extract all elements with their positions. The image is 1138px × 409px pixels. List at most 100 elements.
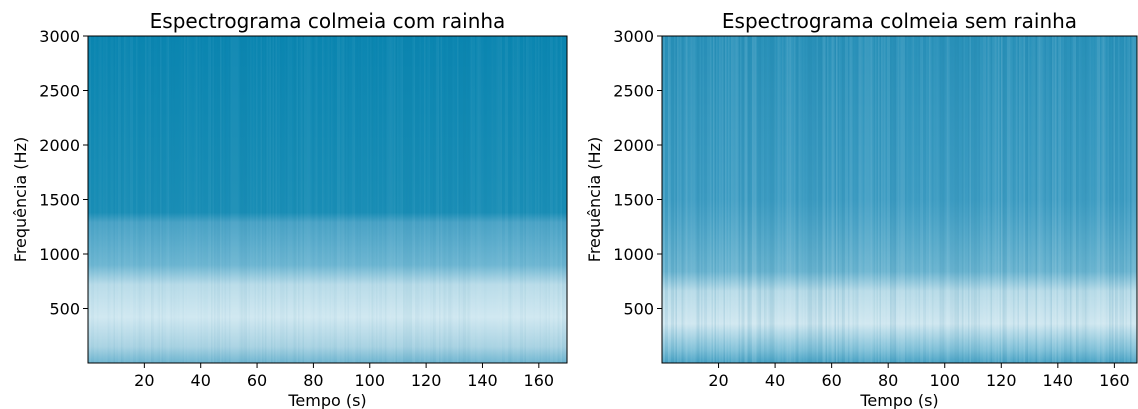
spectrogram-texture bbox=[516, 36, 518, 363]
spectrogram-texture bbox=[1051, 36, 1053, 363]
spectrogram-texture bbox=[129, 36, 131, 363]
y-tick-label: 2000 bbox=[613, 136, 654, 155]
spectrogram-texture bbox=[824, 36, 826, 363]
spectrogram-texture bbox=[805, 36, 807, 363]
spectrogram-texture bbox=[375, 36, 377, 363]
spectrogram-texture bbox=[949, 36, 951, 363]
spectrogram-texture bbox=[833, 36, 835, 363]
spectrogram-texture bbox=[100, 36, 102, 363]
spectrogram-texture bbox=[782, 36, 784, 363]
spectrogram-texture bbox=[1045, 36, 1047, 363]
spectrogram-texture bbox=[322, 36, 324, 363]
spectrogram-texture bbox=[974, 36, 976, 363]
spectrogram-texture bbox=[219, 36, 221, 363]
spectrogram-texture bbox=[826, 36, 828, 363]
spectrogram-texture bbox=[405, 36, 407, 363]
spectrogram-texture bbox=[367, 36, 369, 363]
spectrogram-texture bbox=[1126, 36, 1128, 363]
spectrogram-texture bbox=[235, 36, 237, 363]
spectrogram-texture bbox=[1055, 36, 1057, 363]
spectrogram-texture bbox=[845, 36, 847, 363]
spectrogram-texture bbox=[373, 36, 375, 363]
spectrogram-texture bbox=[1085, 36, 1087, 363]
spectrogram-texture bbox=[231, 36, 233, 363]
spectrogram-texture bbox=[800, 36, 802, 363]
spectrogram-texture bbox=[856, 36, 858, 363]
spectrogram-texture bbox=[1046, 36, 1048, 363]
spectrogram-texture bbox=[309, 36, 311, 363]
spectrogram-texture bbox=[561, 36, 563, 363]
spectrogram-texture bbox=[1004, 36, 1006, 363]
spectrogram-texture bbox=[737, 36, 739, 363]
spectrogram-texture bbox=[334, 36, 336, 363]
y-tick-label: 500 bbox=[49, 300, 80, 319]
spectrogram-texture bbox=[361, 36, 363, 363]
spectrogram-texture bbox=[289, 36, 291, 363]
spectrogram-texture bbox=[198, 36, 200, 363]
spectrogram-texture bbox=[265, 36, 267, 363]
spectrogram-texture bbox=[480, 36, 482, 363]
spectrogram-texture bbox=[528, 36, 530, 363]
spectrogram-texture bbox=[748, 36, 750, 363]
spectrogram-texture bbox=[1102, 36, 1104, 363]
spectrogram-texture bbox=[1021, 36, 1023, 363]
spectrogram-texture bbox=[926, 36, 928, 363]
spectrogram-texture bbox=[123, 36, 125, 363]
spectrogram-texture bbox=[902, 36, 904, 363]
spectrogram-texture bbox=[965, 36, 967, 363]
spectrogram-texture bbox=[199, 36, 201, 363]
spectrogram-texture bbox=[97, 36, 99, 363]
spectrogram-texture bbox=[842, 36, 844, 363]
spectrogram-texture bbox=[703, 36, 705, 363]
spectrogram-texture bbox=[1075, 36, 1077, 363]
spectrogram-texture bbox=[168, 36, 170, 363]
spectrogram-texture bbox=[280, 36, 282, 363]
spectrogram-texture bbox=[1067, 36, 1069, 363]
spectrogram-texture bbox=[865, 36, 867, 363]
spectrogram-texture bbox=[378, 36, 380, 363]
spectrogram-texture bbox=[995, 36, 997, 363]
spectrogram-texture bbox=[1105, 36, 1107, 363]
spectrogram-texture bbox=[234, 36, 236, 363]
spectrogram-texture bbox=[868, 36, 870, 363]
spectrogram-texture bbox=[806, 36, 808, 363]
spectrogram-texture bbox=[968, 36, 970, 363]
y-tick-label: 3000 bbox=[39, 27, 80, 46]
spectrogram-texture bbox=[886, 36, 888, 363]
spectrogram-texture bbox=[1063, 36, 1065, 363]
spectrogram-texture bbox=[339, 36, 341, 363]
spectrogram-texture bbox=[686, 36, 688, 363]
spectrogram-texture bbox=[1009, 36, 1011, 363]
spectrogram-texture bbox=[475, 36, 477, 363]
spectrogram-texture bbox=[931, 36, 933, 363]
y-tick-label: 500 bbox=[623, 300, 654, 319]
spectrogram-texture bbox=[351, 36, 353, 363]
spectrogram-texture bbox=[1040, 36, 1042, 363]
spectrogram-texture bbox=[313, 36, 315, 363]
spectrogram-texture bbox=[399, 36, 401, 363]
spectrogram-texture bbox=[282, 36, 284, 363]
spectrogram-texture bbox=[505, 36, 507, 363]
spectrogram-texture bbox=[300, 36, 302, 363]
spectrogram-texture bbox=[1013, 36, 1015, 363]
x-tick-label: 160 bbox=[1099, 371, 1130, 390]
spectrogram-texture bbox=[526, 36, 528, 363]
x-tick-label: 100 bbox=[929, 371, 960, 390]
spectrogram-texture bbox=[490, 36, 492, 363]
spectrogram-texture bbox=[919, 36, 921, 363]
spectrogram-texture bbox=[192, 36, 194, 363]
spectrogram-texture bbox=[1078, 36, 1080, 363]
spectrogram-texture bbox=[240, 36, 242, 363]
spectrogram-texture bbox=[797, 36, 799, 363]
spectrogram-texture bbox=[273, 36, 275, 363]
spectrogram-texture bbox=[513, 36, 515, 363]
spectrogram-texture bbox=[451, 36, 453, 363]
spectrogram-texture bbox=[220, 36, 222, 363]
spectrogram-texture bbox=[977, 36, 979, 363]
spectrogram-texture bbox=[665, 36, 667, 363]
spectrogram-texture bbox=[531, 36, 533, 363]
spectrogram-texture bbox=[1069, 36, 1071, 363]
spectrogram-texture bbox=[823, 36, 825, 363]
spectrogram-texture bbox=[525, 36, 527, 363]
spectrogram-texture bbox=[971, 36, 973, 363]
